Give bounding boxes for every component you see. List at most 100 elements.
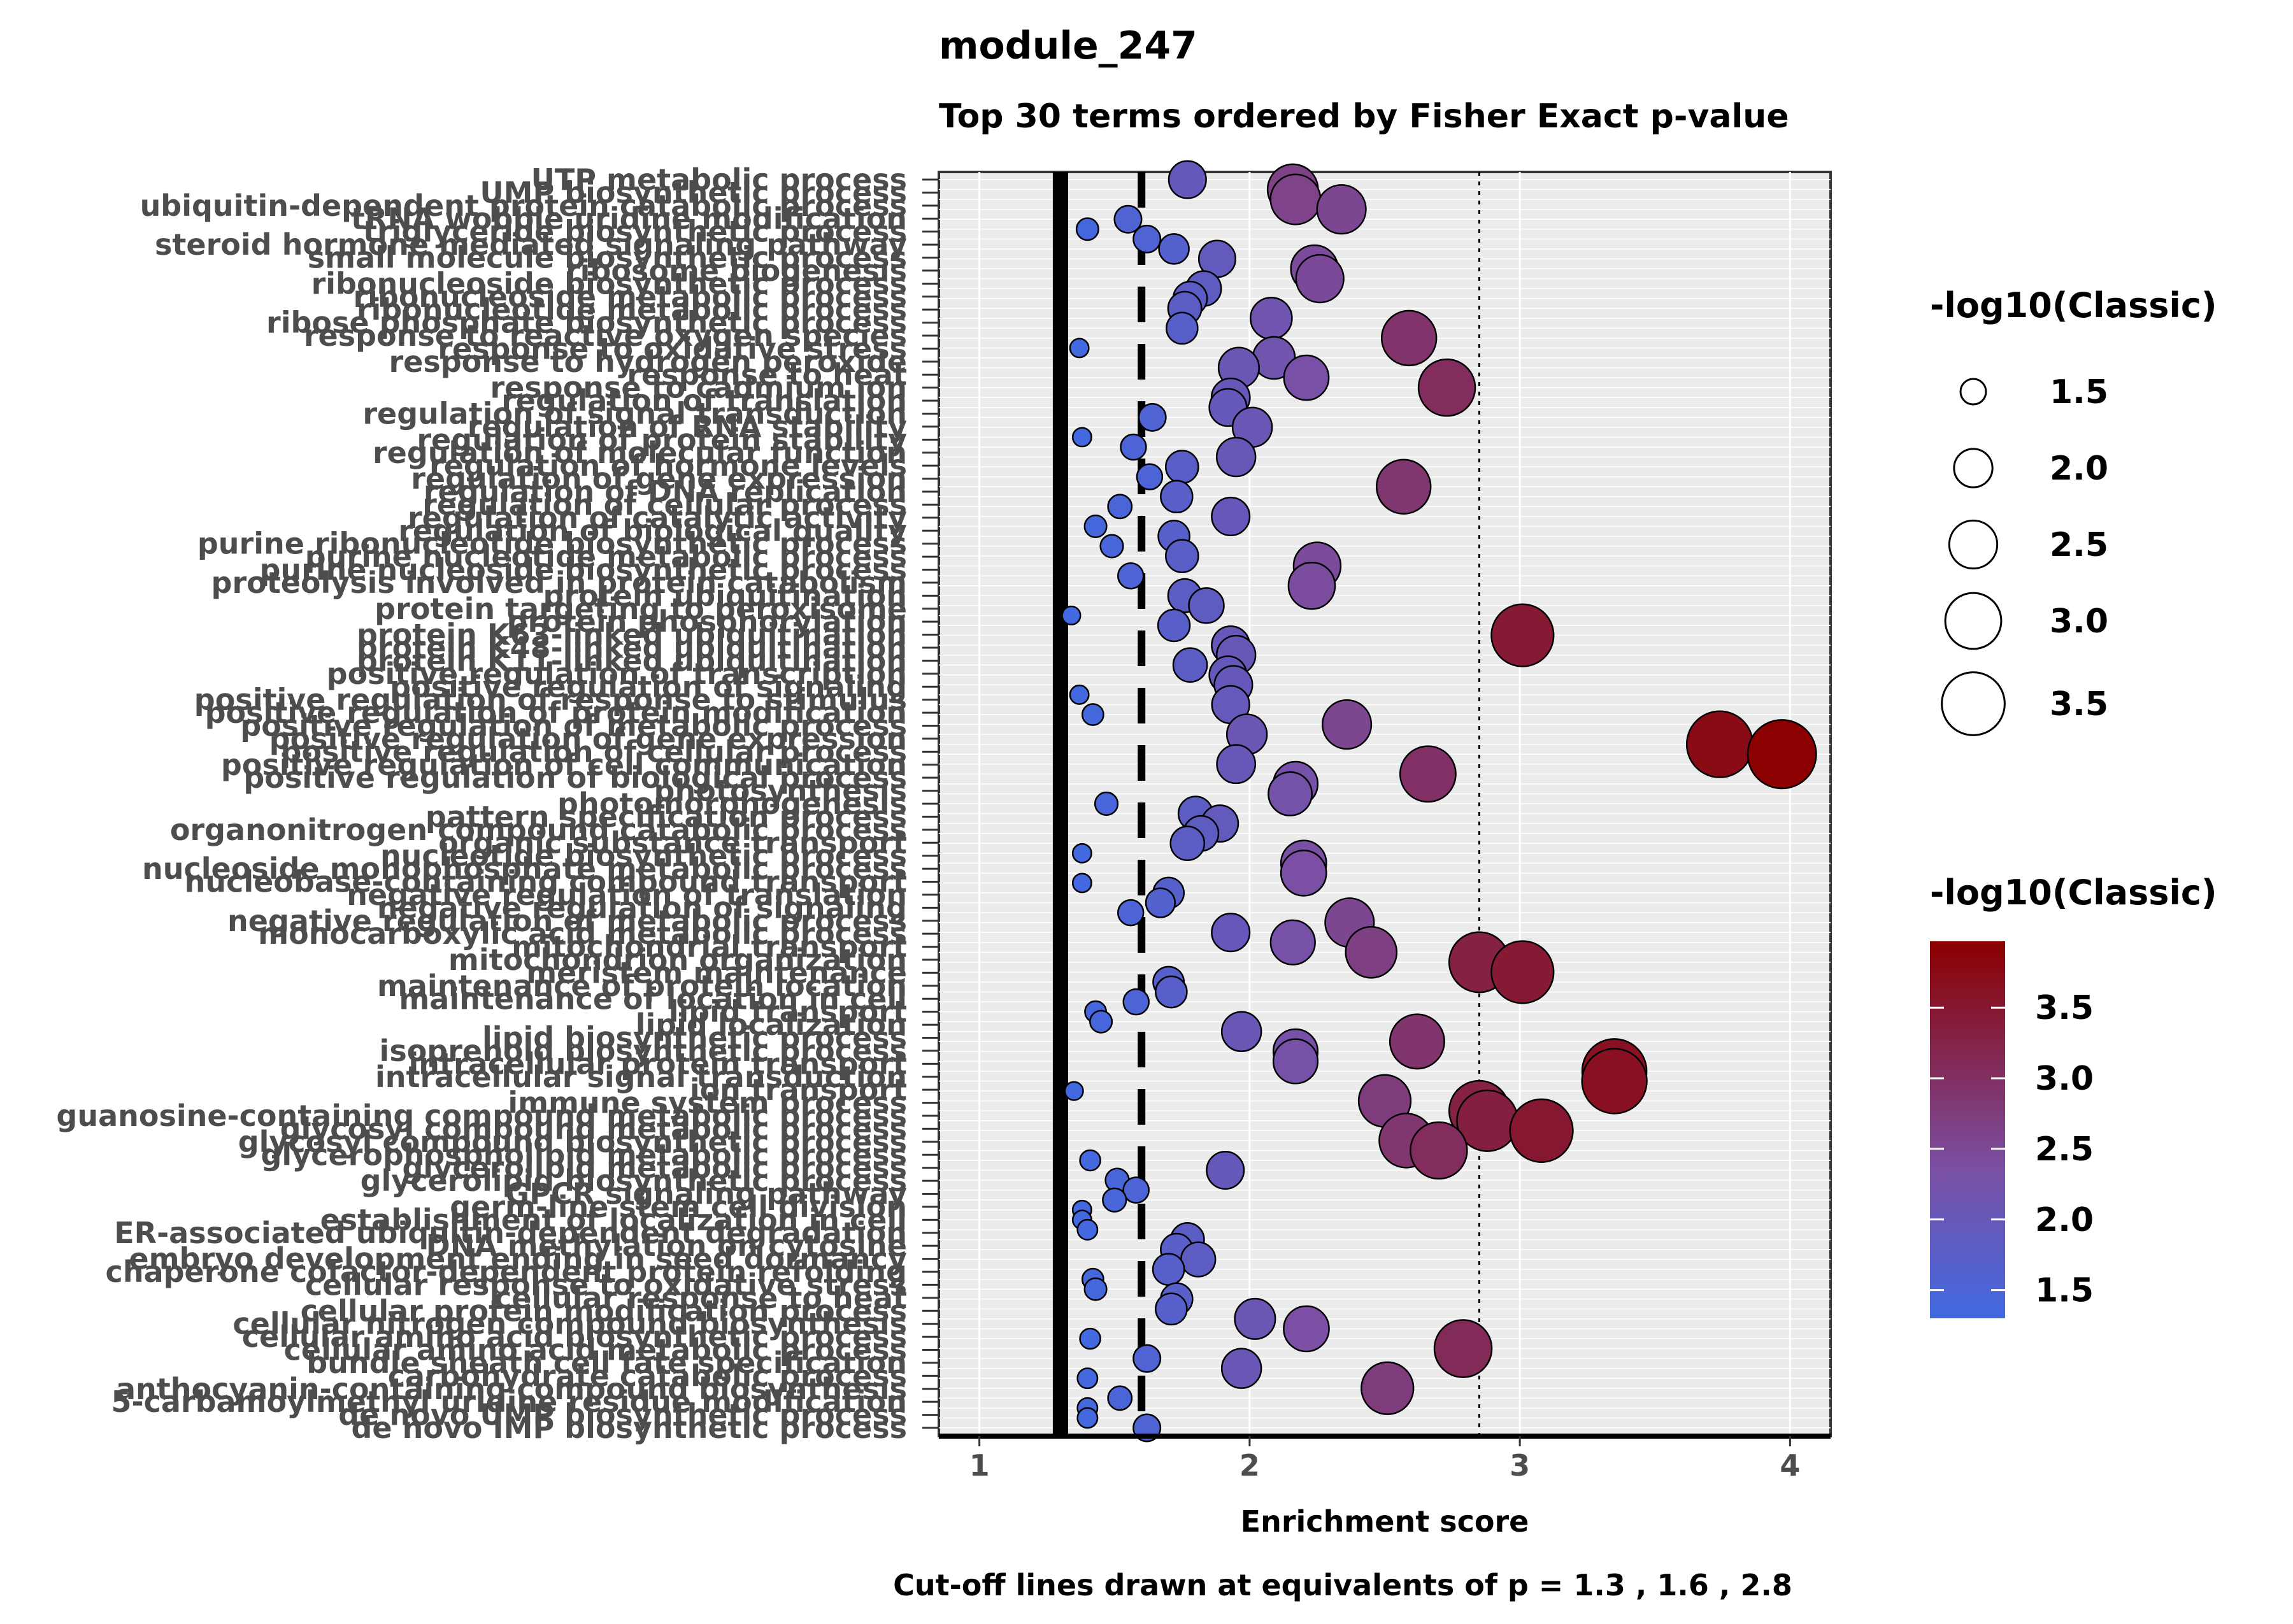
size-legend: -log10(Classic) 1.5 2.0 2.5 3.0 3.5 [1930, 285, 2217, 736]
y-tick-label: glycosyl compound metabolic process [280, 1111, 907, 1146]
y-tick-label: lipid transport [669, 995, 907, 1029]
y-tick-label: regulation of signal transduction [362, 397, 907, 431]
data-point [1089, 1009, 1113, 1034]
y-tick-label: response to reactive oxygen species [304, 318, 907, 353]
y-tick-label: positive regulation of protein modificat… [205, 695, 907, 730]
data-point [1283, 1305, 1330, 1353]
data-point [1071, 427, 1092, 448]
y-tick-label: response to oxidative stress [438, 331, 907, 366]
y-tick-label: purine nucleoside biosynthetic process [259, 553, 907, 587]
y-tick-label: regulation of molecular function [373, 436, 907, 470]
data-point [1157, 608, 1191, 643]
y-tick-label: UTP metabolic process [531, 162, 907, 197]
chart-title: module_247 [939, 24, 1197, 68]
y-tick-label: glycerolipid biosynthetic process [361, 1164, 907, 1198]
data-point [1375, 459, 1432, 515]
y-tick-label: mitochondrial transport [511, 930, 907, 964]
data-point [1071, 873, 1092, 894]
data-point [1380, 310, 1438, 367]
y-tick-label: negative regulation of metabolic process [227, 904, 907, 938]
chart-caption: Cut-off lines drawn at equivalents of p … [893, 1568, 1792, 1602]
data-point [1113, 204, 1143, 234]
y-tick-label: immune system process [508, 1086, 907, 1120]
y-tick-label: de novo UMP biosynthetic process [338, 1398, 907, 1432]
data-point [1079, 1149, 1101, 1172]
y-tick-label: negative regulation of translation [346, 878, 907, 912]
y-tick-label: ribosome biogenesis [566, 253, 907, 288]
y-tick-label: regulation of gene expression [411, 462, 907, 496]
y-tick-label: isoprenoid biosynthetic process [380, 1034, 907, 1068]
data-point [1094, 791, 1119, 816]
y-tick-label: UMP biosynthetic process [480, 175, 907, 210]
data-point [1509, 1098, 1574, 1163]
data-point [1164, 450, 1199, 484]
data-point [1220, 1348, 1262, 1389]
y-tick-label: chaperone cofactor-dependent protein ref… [106, 1255, 907, 1289]
data-point [1417, 358, 1476, 417]
y-tick-label: purine nucleotide metabolic process [305, 539, 907, 574]
size-legend-key [1941, 671, 2006, 736]
y-tick-label: protein ubiquitination [543, 578, 907, 613]
data-point [1099, 534, 1124, 559]
y-tick-label: protein K48-linked ubiquitination [357, 630, 907, 665]
data-point [1399, 745, 1457, 803]
y-tick-label: mitochondrion organization [448, 943, 907, 977]
data-point [1079, 1327, 1101, 1350]
colorbar-label: 2.5 [2035, 1130, 2094, 1169]
y-tick-label: glycerophospholipid metabolic process [261, 1137, 908, 1172]
data-point [1169, 825, 1206, 862]
y-tick-label: DNA methylation on cytosine [426, 1229, 907, 1263]
y-tick-label: cellular nitrogen compound biosynthesis [232, 1307, 907, 1341]
size-legend-label: 3.0 [2050, 602, 2108, 641]
data-point [1249, 296, 1293, 340]
y-tick-label: protein targeting to peroxisome [375, 592, 907, 626]
y-tick-label: cellular amino acid biosynthetic process [242, 1320, 907, 1354]
y-tick-label: positive regulation of response to stimu… [194, 683, 907, 717]
y-tick-label: ribonucleoside metabolic process [353, 280, 907, 314]
y-tick-label: ribonucleotide metabolic process [357, 292, 907, 327]
y-tick-label: regulation of RNA stability [468, 410, 907, 444]
colorbar-label: 1.5 [2035, 1272, 2094, 1310]
data-point [1081, 703, 1104, 726]
data-point [1132, 224, 1162, 253]
data-points [1061, 160, 1817, 1442]
size-legend-label: 2.5 [2050, 526, 2108, 564]
data-point [1211, 913, 1251, 953]
y-tick-label: ribonucleoside biosynthetic process [311, 266, 907, 301]
y-tick-label: positive regulation of cell communicatio… [221, 748, 907, 782]
data-point [1180, 1241, 1217, 1278]
data-point [1410, 1121, 1468, 1180]
data-point [1269, 919, 1316, 965]
y-tick-label: cellular protein modification process [301, 1293, 907, 1328]
data-point [1155, 1292, 1188, 1326]
y-tick-label: regulation of cellular process [422, 487, 907, 522]
y-tick-label: response to hydrogen peroxide [389, 345, 907, 379]
y-tick-label: positive regulation of cellular process [281, 734, 907, 769]
data-point [1158, 233, 1190, 265]
y-tick-label: positive regulation of metabolic process [240, 709, 907, 743]
colorbar-label: 2.0 [2035, 1201, 2094, 1239]
x-axis: 1 2 3 4 [939, 1434, 1831, 1483]
data-point [1102, 1187, 1127, 1213]
data-point [1164, 539, 1199, 573]
data-point [1295, 253, 1345, 304]
y-tick-label: positive regulation of transcription [327, 657, 907, 691]
data-point [1155, 975, 1188, 1009]
x-tick-label: 1 [969, 1448, 990, 1483]
y-tick-label: positive regulation of biological proces… [243, 760, 907, 795]
data-point [1490, 940, 1555, 1004]
size-legend-key [1948, 519, 1999, 570]
data-point [1188, 587, 1225, 624]
data-point [1076, 1367, 1099, 1390]
y-tick-label: lipid localization [636, 1008, 907, 1042]
x-tick-label: 2 [1239, 1448, 1260, 1483]
data-point [1211, 496, 1251, 536]
data-point [1152, 1253, 1185, 1286]
y-tick-label: lipid biosynthetic process [482, 1021, 907, 1055]
y-tick-label: intracellular protein transport [409, 1046, 907, 1081]
size-legend-key [1959, 378, 1987, 406]
data-point [1122, 1176, 1150, 1204]
size-legend-key [1953, 448, 1994, 488]
